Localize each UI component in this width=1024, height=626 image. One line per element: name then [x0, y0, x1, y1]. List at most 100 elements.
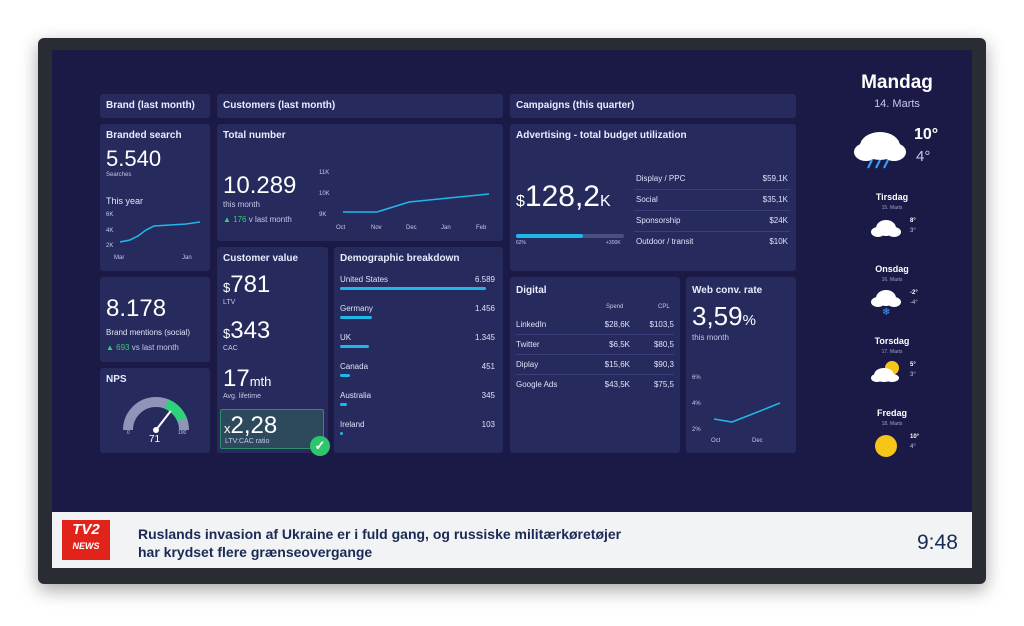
- forecast-date: 18. Marts: [881, 421, 903, 427]
- nps-value: 71: [149, 434, 161, 445]
- adv-row-label: Social: [636, 195, 658, 204]
- forecast-day: Tirsdag: [875, 192, 909, 202]
- digital-panel: Digital Spend CPL LinkedIn $28,6K $103,5 Tw…: [510, 277, 680, 453]
- nps-panel: NPS 0 100 71: [100, 368, 210, 453]
- demo-bar: [340, 287, 486, 290]
- forecast-day: Fredag: [876, 408, 907, 418]
- cloud-icon: [871, 220, 901, 237]
- total-number-change: ▲ 176 v last month: [223, 215, 292, 224]
- web-conversion-sub: this month: [692, 333, 729, 342]
- digital-row-cpl: $75,5: [653, 380, 674, 389]
- customers-x-nov: Nov: [371, 225, 382, 231]
- year-tick-6k: 6K: [106, 212, 114, 218]
- customers-header: Customers (last month): [217, 94, 503, 118]
- total-number-value: 10.289: [223, 172, 297, 199]
- sun-cloud-icon: [871, 361, 899, 382]
- demo-country: Canada: [340, 362, 369, 371]
- brand-mentions-value: 8.178: [106, 295, 167, 322]
- branded-search-series-line: [120, 221, 201, 243]
- advertising-title: Advertising - total budget utilization: [516, 130, 687, 141]
- demo-value: 103: [481, 420, 495, 429]
- forecast-high: 5°: [910, 362, 916, 368]
- digital-row-spend: $6,5K: [609, 340, 630, 349]
- nps-title: NPS: [106, 374, 127, 385]
- branded-search-unit: Searches: [106, 172, 132, 178]
- ltv-value: $781: [223, 271, 271, 298]
- ticker-headline-line1: Ruslands invasion af Ukraine er i fuld g…: [138, 526, 622, 542]
- ratio-label: LTV:CAC ratio: [225, 438, 270, 445]
- ratio-value: x2,28: [224, 412, 278, 439]
- lifetime-label: Avg. lifetime: [223, 393, 261, 400]
- cac-label: CAC: [223, 345, 238, 352]
- digital-row-cpl: $90,3: [653, 360, 674, 369]
- web-conversion-panel: Web conv. rate 3,59% this month 6% 4% 2%…: [686, 277, 796, 453]
- web-y-2: 2%: [692, 427, 701, 433]
- this-year-label: This year: [106, 196, 144, 206]
- check-icon: ✓: [310, 436, 330, 456]
- branded-search-title: Branded search: [106, 130, 182, 141]
- web-y-6: 6%: [692, 375, 701, 381]
- web-x-oct: Oct: [711, 438, 721, 444]
- sun-icon: [875, 435, 897, 457]
- customers-series-line: [343, 193, 490, 213]
- demo-bar: [340, 403, 347, 406]
- adv-row-divider: [634, 189, 790, 190]
- customers-x-jan: Jan: [441, 225, 451, 231]
- forecast-high: -2°: [910, 290, 918, 296]
- snow-cloud-icon: ❄: [871, 290, 901, 318]
- year-month-start: Mar: [114, 255, 125, 261]
- adv-row-value: $10K: [769, 237, 788, 246]
- advertising-total: $128,2K: [516, 180, 611, 213]
- weather-low: 4°: [916, 148, 931, 165]
- demo-value: 1.456: [474, 304, 495, 313]
- digital-row-name: Google Ads: [516, 380, 558, 389]
- weather-date: 14. Marts: [874, 98, 920, 110]
- dashboard-screen: Brand (last month) Customers (last month…: [52, 50, 972, 568]
- year-tick-2k: 2K: [106, 243, 114, 249]
- up-arrow-icon: ▲: [223, 215, 234, 224]
- brand-mentions-change: ▲ 693 vs last month: [106, 343, 179, 352]
- forecast-low: 4°: [910, 444, 916, 450]
- customers-line-chart: [343, 193, 490, 213]
- demographic-panel: Demographic breakdown United States 6.589…: [334, 247, 503, 453]
- adv-row-value: $35,1K: [762, 195, 788, 204]
- digital-col-spend: Spend: [606, 304, 624, 310]
- digital-title: Digital: [516, 285, 547, 296]
- web-conversion-title: Web conv. rate: [692, 285, 763, 296]
- demo-bar: [340, 345, 369, 348]
- demo-bar: [340, 432, 343, 435]
- adv-row-value: $59,1K: [762, 174, 788, 183]
- nps-gauge: [123, 397, 189, 433]
- branded-search-panel: Branded search 5.540 Searches This year …: [100, 124, 210, 271]
- demo-country: Germany: [340, 304, 373, 313]
- year-month-end: Jan: [182, 255, 192, 261]
- weather-high: 10°: [914, 126, 939, 143]
- forecast-day: Torsdag: [874, 336, 910, 346]
- digital-row-cpl: $103,5: [649, 320, 674, 329]
- tv2-news-logo: TV2 NEWS: [62, 520, 110, 560]
- advertising-panel: Advertising - total budget utilization $…: [510, 124, 796, 271]
- adv-row-label: Display / PPC: [636, 174, 686, 183]
- demo-value: 6.589: [474, 275, 495, 284]
- campaigns-header: Campaigns (this quarter): [510, 94, 796, 118]
- ticker-clock: 9:48: [917, 531, 958, 554]
- adv-row-divider: [634, 210, 790, 211]
- ltv-label: LTV: [223, 299, 236, 306]
- adv-row-value: $24K: [769, 216, 788, 225]
- adv-row-label: Outdoor / transit: [636, 237, 694, 246]
- nps-gauge-fill: [164, 399, 187, 422]
- web-conversion-value: 3,59%: [692, 301, 756, 331]
- total-number-sub: this month: [223, 200, 260, 209]
- customers-y-11k: 11K: [319, 170, 330, 176]
- demo-country: United States: [340, 275, 389, 284]
- digital-row-spend: $28,6K: [604, 320, 630, 329]
- forecast-low: 3°: [910, 228, 916, 234]
- forecast-day: Onsdag: [875, 264, 909, 274]
- weather-day: Mandag: [861, 72, 933, 93]
- cac-value: $343: [223, 317, 271, 344]
- customers-y-9k: 9K: [319, 212, 327, 218]
- web-y-4: 4%: [692, 401, 701, 407]
- demo-value: 345: [481, 391, 495, 400]
- total-customers-panel: Total number 10.289 this month ▲ 176 v l…: [217, 124, 503, 241]
- customers-x-dec: Dec: [406, 225, 417, 231]
